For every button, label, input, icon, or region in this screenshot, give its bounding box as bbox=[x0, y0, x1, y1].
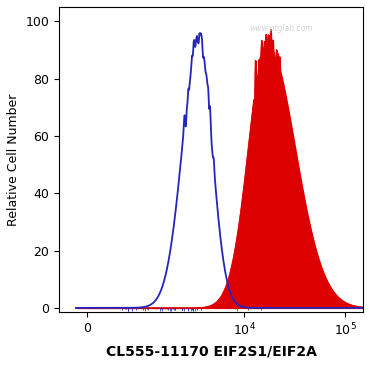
Y-axis label: Relative Cell Number: Relative Cell Number bbox=[7, 93, 20, 226]
X-axis label: CL555-11170 EIF2S1/EIF2A: CL555-11170 EIF2S1/EIF2A bbox=[106, 344, 316, 358]
Text: www.ptglab.com: www.ptglab.com bbox=[249, 24, 313, 33]
